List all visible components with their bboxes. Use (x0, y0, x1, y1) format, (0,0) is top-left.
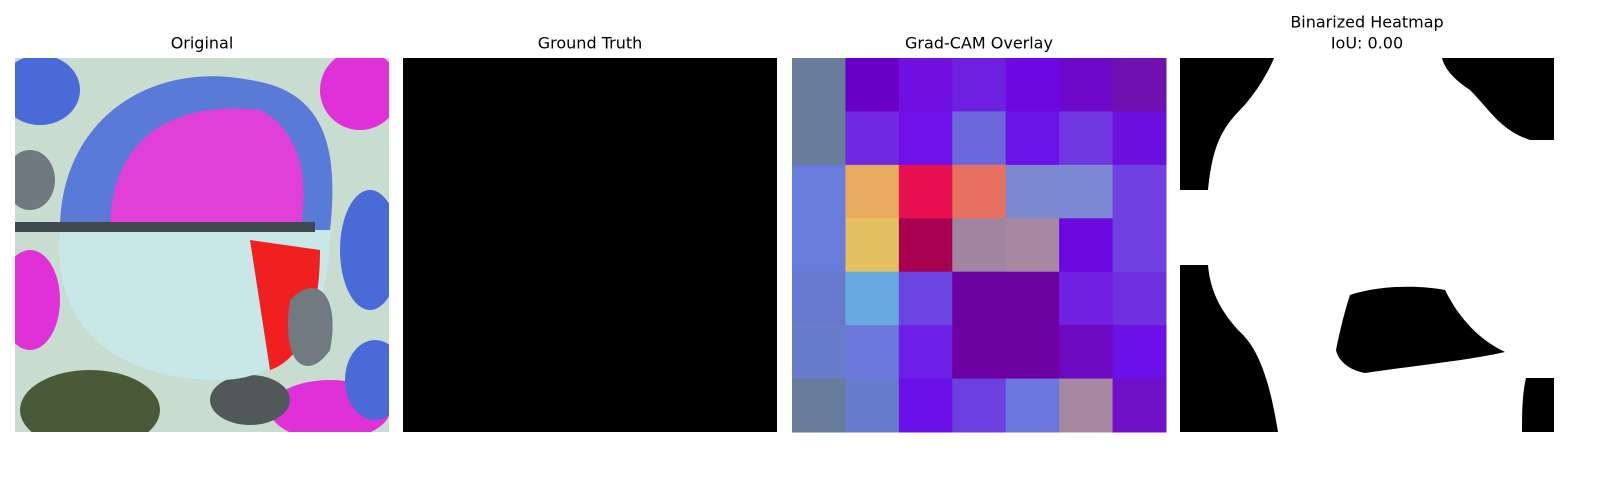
heatmap-cell (845, 378, 900, 433)
original-image (15, 58, 389, 432)
heatmap-cell (1112, 271, 1167, 326)
heatmap-cell (1059, 164, 1114, 219)
heatmap-cell (898, 218, 953, 273)
binarized-heatmap (1180, 58, 1554, 432)
heatmap-cell (845, 271, 900, 326)
panel-subtitle: IoU: 0.00 (1331, 34, 1403, 53)
heatmap-cell (1112, 325, 1167, 380)
heatmap-cell (898, 378, 953, 433)
panel-title: Original (171, 34, 234, 53)
heatmap-cell (1112, 58, 1167, 112)
heatmap-cell (898, 164, 953, 219)
heatmap-cell (792, 111, 846, 166)
heatmap-cell (952, 58, 1007, 112)
heatmap-cell (952, 218, 1007, 273)
panel-title: Grad-CAM Overlay (905, 34, 1053, 53)
heatmap-cell (845, 111, 900, 166)
heatmap-cell (952, 271, 1007, 326)
heatmap-cell (1005, 378, 1060, 433)
heatmap-cell (845, 325, 900, 380)
heatmap-cell (898, 111, 953, 166)
heatmap-cell (952, 111, 1007, 166)
heatmap-cell (1112, 111, 1167, 166)
heatmap-cell (952, 378, 1007, 433)
panel-title: Ground Truth (538, 34, 643, 53)
heatmap-cell (1059, 58, 1114, 112)
heatmap-cell (952, 164, 1007, 219)
panel-title: Binarized Heatmap (1290, 13, 1443, 32)
heatmap-cell (1059, 218, 1114, 273)
heatmap-cell (1112, 164, 1167, 219)
heatmap-cell (898, 58, 953, 112)
heatmap-cell (792, 164, 846, 219)
heatmap-cell (792, 58, 846, 112)
heatmap-cell (845, 164, 900, 219)
ground-truth-mask (403, 58, 777, 432)
heatmap-cell (792, 378, 846, 433)
heatmap-cell (1059, 378, 1114, 433)
heatmap-cell (898, 325, 953, 380)
heatmap-cell (792, 218, 846, 273)
heatmap-cell (845, 218, 900, 273)
heatmap-cell (1005, 58, 1060, 112)
heatmap-cell (845, 58, 900, 112)
heatmap-cell (1005, 325, 1060, 380)
heatmap-cell (1005, 111, 1060, 166)
heatmap-cell (1059, 111, 1114, 166)
heatmap-cell (1059, 325, 1114, 380)
heatmap-cell (792, 271, 846, 326)
heatmap-cell (1112, 378, 1167, 433)
heatmap-cell (1005, 218, 1060, 273)
heatmap-cell (1005, 164, 1060, 219)
heatmap-cell (952, 325, 1007, 380)
heatmap-cell (1005, 271, 1060, 326)
gradcam-grid (792, 58, 1167, 433)
heatmap-cell (898, 271, 953, 326)
heatmap-cell (1059, 271, 1114, 326)
heatmap-cell (1112, 218, 1167, 273)
heatmap-cell (792, 325, 846, 380)
